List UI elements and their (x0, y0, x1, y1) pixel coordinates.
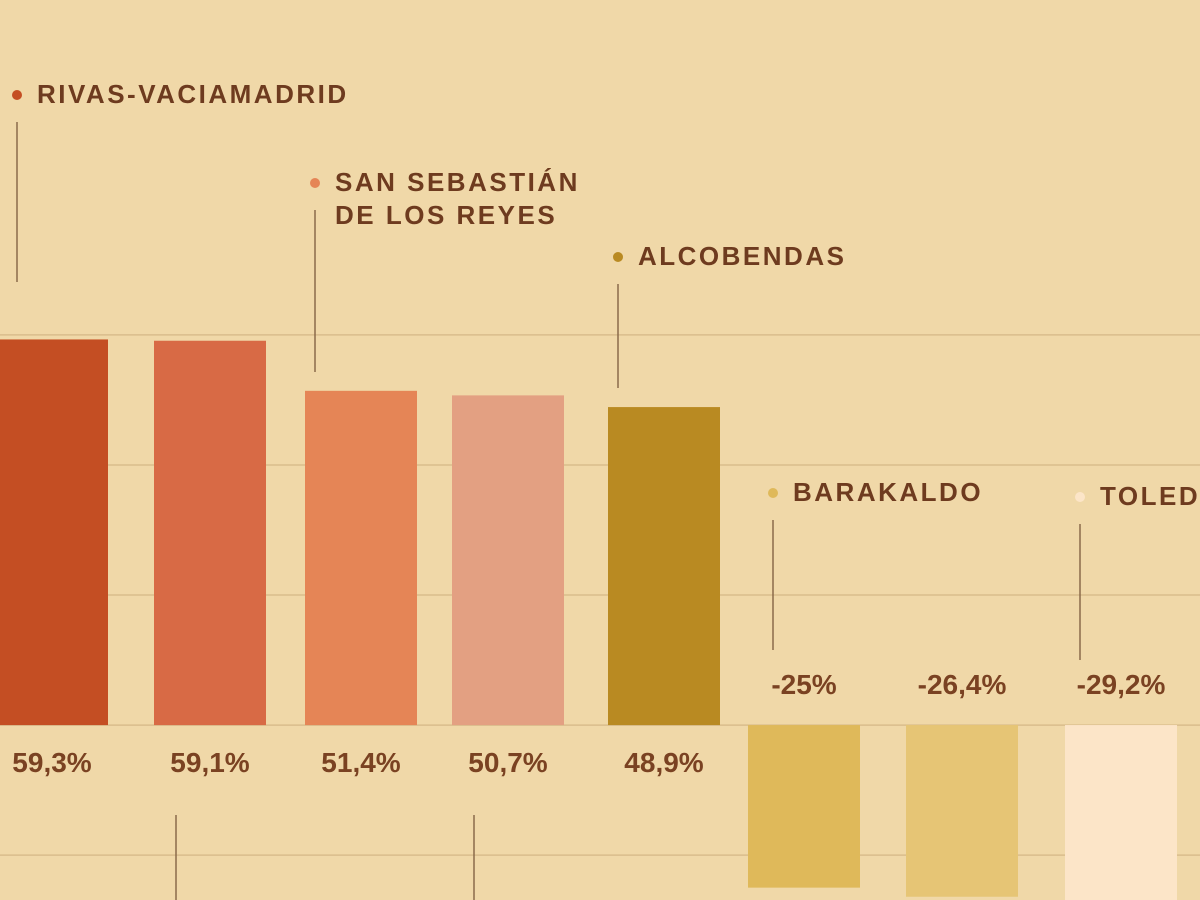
bar (608, 407, 720, 726)
value-label: 51,4% (321, 747, 401, 779)
value-label: 50,7% (468, 747, 548, 779)
legend-dot (768, 488, 778, 498)
value-label: -26,4% (917, 669, 1007, 701)
bar (906, 725, 1018, 897)
bar-name: SAN SEBASTIÁN DE LOS REYES (335, 167, 580, 230)
bar-name: ALCOBENDAS (638, 241, 847, 271)
legend-dot (613, 252, 623, 262)
legend-dot (12, 90, 22, 100)
value-label: 59,3% (12, 747, 92, 779)
value-label: 48,9% (624, 747, 704, 779)
bar (305, 390, 417, 726)
legend-dot (310, 178, 320, 188)
bar (748, 725, 860, 888)
value-label: 59,1% (170, 747, 250, 779)
bar (1065, 725, 1177, 900)
bar (452, 395, 564, 726)
value-label: -25% (771, 669, 837, 701)
bar-name: RIVAS-VACIAMADRID (37, 79, 349, 109)
bar-name: BARAKALDO (793, 477, 984, 507)
bar-name: TOLED (1100, 481, 1200, 511)
bar (0, 339, 108, 726)
bar (154, 340, 266, 726)
value-label: -29,2% (1076, 669, 1166, 701)
legend-dot (1075, 492, 1085, 502)
